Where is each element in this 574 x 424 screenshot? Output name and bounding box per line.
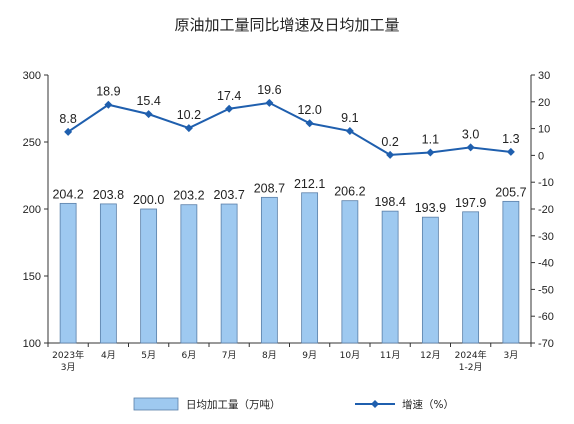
bar (59, 202, 77, 344)
y-right-tick-label: -10 (538, 177, 554, 189)
x-category-label: 11月 (380, 350, 400, 361)
line-data-label: 1.3 (502, 132, 519, 146)
bar (180, 204, 198, 344)
bar-data-label: 203.7 (213, 188, 244, 202)
x-category-label: 1-2月 (459, 362, 483, 373)
line-point (104, 100, 113, 109)
bar (421, 216, 439, 344)
bar-data-label: 193.9 (415, 201, 446, 215)
x-category-label: 9月 (302, 350, 317, 361)
line-data-label: 8.8 (59, 112, 76, 126)
y-left-tick-label: 300 (23, 70, 41, 82)
line-point (64, 127, 73, 136)
line-data-label: 9.1 (341, 111, 358, 125)
x-category-label: 3月 (504, 350, 519, 361)
bar (140, 208, 158, 344)
y-right-tick-label: -20 (538, 204, 554, 216)
line-series (64, 98, 515, 159)
data-labels: 204.2 203.8 200.0 203.2 203.7 208.7 212.1 206.2… (52, 83, 526, 215)
line-point (225, 104, 234, 113)
y-right-tick-label: 20 (538, 97, 550, 109)
y-right-tick-label: -40 (538, 258, 554, 270)
chart-title: 原油加工量同比增速及日均加工量 (174, 16, 399, 34)
line-data-label: 18.9 (96, 85, 120, 99)
legend-bar-label: 日均加工量（万吨） (186, 398, 281, 411)
line-data-label: 15.4 (136, 94, 160, 108)
y-right-tick-label: -50 (538, 284, 554, 296)
line-point (305, 119, 314, 128)
bar-data-label: 203.2 (173, 189, 204, 203)
bar-data-label: 205.7 (495, 185, 526, 199)
bar (301, 192, 319, 344)
x-category-label: 8月 (262, 350, 277, 361)
y-right-tick-label: -30 (538, 231, 554, 243)
y-left-tick-label: 200 (23, 204, 41, 216)
line-data-label: 1.1 (422, 132, 439, 146)
legend-bar-swatch (133, 397, 179, 411)
bar (99, 203, 117, 344)
x-category-label: 7月 (222, 350, 237, 361)
line-point (345, 127, 354, 136)
x-category-label: 2023年 (52, 349, 84, 361)
bar-data-label: 203.8 (93, 188, 124, 202)
bar-data-label: 206.2 (334, 185, 365, 199)
line-point (426, 148, 435, 157)
legend-line-label: 增速（%） (402, 398, 454, 411)
bar (220, 203, 238, 344)
line-data-label: 0.2 (381, 135, 398, 149)
line-point (506, 147, 515, 156)
line-point (386, 150, 395, 159)
bar-data-label: 204.2 (52, 187, 83, 201)
x-category-label: 4月 (101, 350, 116, 361)
axes: 100 150 200 250 300 -70 -60 -50 -40 -30 -20 -10 0 10 2… (23, 70, 554, 350)
y-left-tick-label: 100 (23, 338, 41, 350)
bar (462, 211, 480, 344)
bar-data-label: 198.4 (374, 195, 405, 209)
line-point (265, 98, 274, 107)
x-category-label: 2024年 (455, 349, 487, 361)
bar (341, 200, 359, 344)
bar-data-label: 200.0 (133, 193, 164, 207)
y-right-tick-label: -60 (538, 311, 554, 323)
y-right-tick-label: 30 (538, 70, 550, 82)
bar-series (59, 192, 520, 344)
line-path (67, 101, 511, 156)
legend: 日均加工量（万吨） 增速（%） (133, 397, 454, 411)
x-category-label: 10月 (340, 350, 360, 361)
bar-data-label: 212.1 (294, 177, 325, 191)
line-data-label: 19.6 (257, 83, 281, 97)
bar (260, 196, 278, 344)
y-right-tick-label: -70 (538, 338, 554, 350)
bar-data-label: 197.9 (455, 196, 486, 210)
bar (502, 200, 520, 344)
legend-line-marker (371, 400, 379, 408)
y-left-tick-label: 250 (23, 137, 41, 149)
x-category-label: 5月 (141, 350, 156, 361)
line-point (466, 143, 475, 152)
x-category-label: 12月 (420, 350, 440, 361)
y-right-tick-label: 0 (538, 150, 544, 162)
line-data-label: 3.0 (462, 127, 479, 141)
x-category-label: 3月 (61, 362, 76, 373)
line-data-label: 10.2 (177, 108, 201, 122)
line-data-label: 12.0 (297, 103, 321, 117)
bar (381, 210, 399, 344)
x-category-label: 6月 (182, 350, 197, 361)
line-point (144, 110, 153, 119)
bar-data-label: 208.7 (254, 181, 285, 195)
line-point (184, 124, 193, 133)
y-right-tick-label: 10 (538, 124, 550, 136)
line-data-label: 17.4 (217, 89, 241, 103)
y-left-tick-label: 150 (23, 271, 41, 283)
